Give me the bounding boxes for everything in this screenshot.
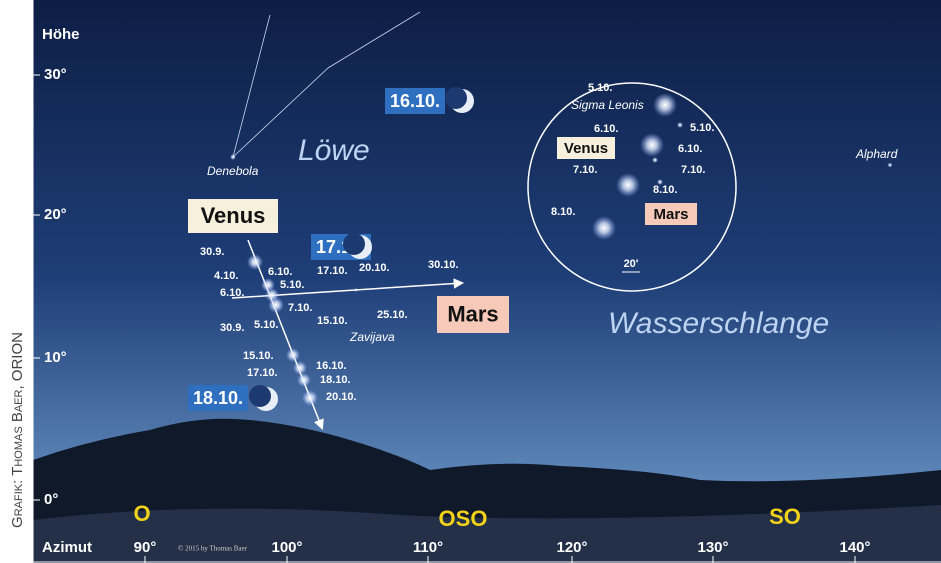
inset-date: 6.10. xyxy=(678,143,702,155)
x-tick-label: 90° xyxy=(134,539,157,556)
star-point xyxy=(888,163,893,168)
star-name: Alphard xyxy=(855,147,898,161)
venus-date: 20.10. xyxy=(326,391,357,403)
y-tick-label: 30° xyxy=(44,66,67,83)
mars-date: 25.10. xyxy=(377,309,408,321)
direction: OSO xyxy=(439,506,488,531)
x-tick-label: 130° xyxy=(697,539,728,556)
star-point xyxy=(652,157,658,163)
constellation: Wasserschlange xyxy=(608,307,829,340)
moon-date: 16.10. xyxy=(390,91,440,111)
y-axis-title: Höhe xyxy=(42,26,80,43)
y-tick-label: 0° xyxy=(44,491,58,508)
inset-date: 8.10. xyxy=(551,206,575,218)
moon-date: 18.10. xyxy=(193,388,243,408)
star-point xyxy=(230,154,236,160)
star-name: Denebola xyxy=(207,164,259,178)
venus-date: 15.10. xyxy=(243,350,274,362)
venus-date: 6.10. xyxy=(220,287,244,299)
mars-date: 20.10. xyxy=(359,262,390,274)
moon-shade xyxy=(343,233,365,255)
mars-date: 30.10. xyxy=(428,259,459,271)
venus-date: 18.10. xyxy=(320,374,351,386)
moon-shade xyxy=(445,87,467,109)
inset-date: 7.10. xyxy=(681,164,705,176)
star-point xyxy=(268,297,284,313)
inset-date: 8.10. xyxy=(653,184,677,196)
venus-date: 6.10. xyxy=(268,266,292,278)
star-point xyxy=(293,361,307,375)
star-point xyxy=(616,173,640,197)
star-name: Zavijava xyxy=(349,330,395,344)
inset-date: 7.10. xyxy=(573,164,597,176)
y-tick-label: 10° xyxy=(44,349,67,366)
venus-date: 30.9. xyxy=(200,246,224,258)
inset-date: 5.10. xyxy=(690,122,714,134)
star-point xyxy=(247,254,263,270)
venus-date: 16.10. xyxy=(316,360,347,372)
direction: O xyxy=(133,501,150,526)
sky-chart: Grafik: Thomas Baer, ORION Höhe 30° 20° 10°… xyxy=(0,0,941,563)
constellation: Löwe xyxy=(298,134,370,167)
inset-scale: 20' xyxy=(624,258,639,270)
star-point xyxy=(653,93,677,117)
inset-star-name: Sigma Leonis xyxy=(571,98,644,112)
planet-label: Venus xyxy=(201,203,266,228)
venus-date: 30.9. xyxy=(220,322,244,334)
star-point xyxy=(302,390,318,406)
y-tick-label: 20° xyxy=(44,206,67,223)
star-point xyxy=(677,122,683,128)
mars-date: 15.10. xyxy=(317,315,348,327)
star-point xyxy=(640,133,664,157)
inset-planet: Mars xyxy=(653,206,688,223)
copyright: © 2015 by Thomas Baer xyxy=(178,545,248,553)
inset-date: 6.10. xyxy=(594,123,618,135)
venus-date: 5.10. xyxy=(254,319,278,331)
moon-shade xyxy=(249,385,271,407)
x-axis-title: Azimut xyxy=(42,539,92,556)
x-tick-label: 110° xyxy=(413,539,443,556)
credit: Grafik: Thomas Baer, ORION xyxy=(9,332,26,528)
star-point xyxy=(592,216,616,240)
mars-date: 17.10. xyxy=(317,265,348,277)
inset-date: 5.10. xyxy=(588,82,612,94)
star-point xyxy=(297,373,311,387)
inset-planet: Venus xyxy=(564,140,608,157)
star-point xyxy=(354,288,358,292)
x-tick-label: 140° xyxy=(839,539,870,556)
planet-label: Mars xyxy=(447,301,498,326)
direction: SO xyxy=(769,504,801,529)
star-point xyxy=(286,348,300,362)
venus-date: 5.10. xyxy=(280,279,304,291)
venus-date: 4.10. xyxy=(214,270,238,282)
venus-date: 17.10. xyxy=(247,367,278,379)
x-tick-label: 120° xyxy=(556,539,587,556)
venus-date: 7.10. xyxy=(288,302,312,314)
x-tick-label: 100° xyxy=(271,539,302,556)
